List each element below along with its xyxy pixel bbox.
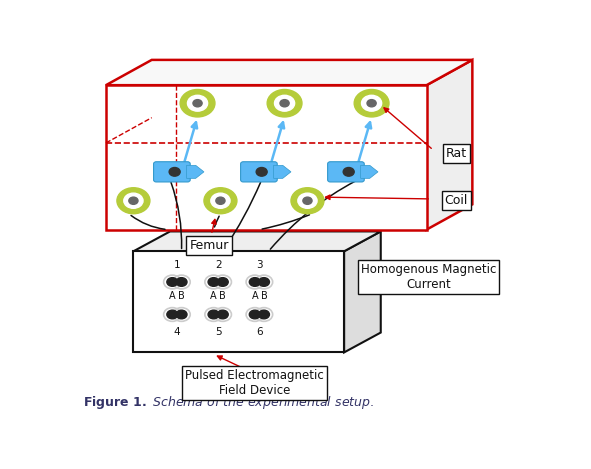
Circle shape (193, 99, 202, 107)
Circle shape (274, 95, 295, 111)
Text: 3: 3 (256, 260, 262, 270)
Polygon shape (134, 231, 381, 251)
Circle shape (216, 197, 225, 204)
Circle shape (204, 188, 237, 214)
FancyBboxPatch shape (327, 162, 364, 182)
Circle shape (217, 278, 228, 286)
Circle shape (249, 278, 260, 286)
Text: 5: 5 (215, 327, 222, 337)
Text: B: B (261, 291, 267, 301)
Circle shape (343, 167, 354, 176)
Circle shape (211, 193, 230, 208)
Text: 6: 6 (256, 327, 262, 337)
Circle shape (129, 197, 138, 204)
Text: B: B (219, 291, 226, 301)
Circle shape (187, 95, 207, 111)
Circle shape (117, 188, 150, 214)
FancyArrow shape (187, 166, 204, 178)
FancyArrow shape (274, 166, 291, 178)
Text: A: A (252, 291, 258, 301)
Text: 1: 1 (174, 260, 180, 270)
Circle shape (217, 310, 228, 319)
Text: Femur: Femur (189, 239, 229, 252)
Circle shape (258, 310, 269, 319)
FancyArrow shape (361, 166, 378, 178)
Circle shape (258, 278, 269, 286)
Polygon shape (106, 60, 472, 85)
Circle shape (362, 95, 382, 111)
Polygon shape (344, 231, 381, 352)
Circle shape (167, 310, 178, 319)
Circle shape (180, 90, 215, 117)
Circle shape (176, 310, 187, 319)
Circle shape (354, 90, 389, 117)
FancyBboxPatch shape (241, 162, 277, 182)
Circle shape (208, 278, 219, 286)
Text: 4: 4 (174, 327, 180, 337)
Circle shape (256, 167, 267, 176)
FancyBboxPatch shape (154, 162, 190, 182)
Circle shape (249, 310, 260, 319)
Text: Coil: Coil (444, 194, 468, 207)
Text: B: B (178, 291, 185, 301)
Bar (134, 251, 344, 352)
Text: Pulsed Electromagnetic
Field Device: Pulsed Electromagnetic Field Device (186, 369, 324, 397)
Circle shape (167, 278, 178, 286)
Circle shape (280, 99, 289, 107)
Circle shape (367, 99, 376, 107)
Circle shape (124, 193, 143, 208)
Text: 2: 2 (215, 260, 222, 270)
Polygon shape (427, 60, 472, 230)
Circle shape (208, 310, 219, 319)
Bar (106, 85, 427, 230)
Circle shape (303, 197, 312, 204)
Text: Homogenous Magnetic
Current: Homogenous Magnetic Current (361, 263, 496, 291)
Text: $\bf{Figure\ 1.}$$\it{\ Schema\ of\ the\ experimental\ setup.}$: $\bf{Figure\ 1.}$$\it{\ Schema\ of\ the\… (83, 394, 374, 411)
Text: A: A (169, 291, 176, 301)
Circle shape (267, 90, 302, 117)
Circle shape (291, 188, 324, 214)
Text: Rat: Rat (446, 147, 467, 160)
Circle shape (169, 167, 180, 176)
Text: A: A (210, 291, 217, 301)
Circle shape (176, 278, 187, 286)
Circle shape (298, 193, 317, 208)
